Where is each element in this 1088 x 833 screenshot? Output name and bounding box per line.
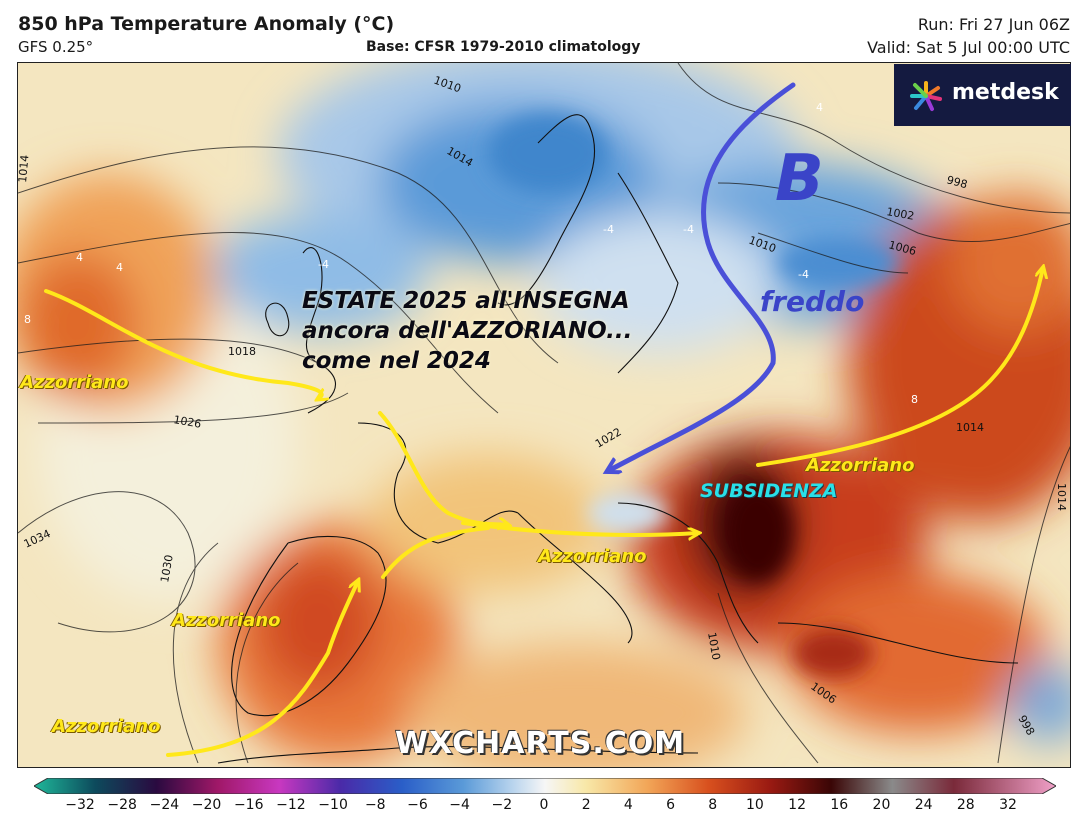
- azzorriano-label: Azzorriano: [172, 610, 281, 631]
- azzorriano-label: Azzorriano: [806, 455, 915, 476]
- anomaly-label: -4: [683, 223, 694, 236]
- map-canvas: 1010 1014 1014 1018 1026 1034 1030 1010 …: [18, 63, 1070, 767]
- colorbar-tick-label: −6: [407, 797, 428, 813]
- colorbar-tick-label: 16: [830, 797, 849, 813]
- azzorriano-arrow-iberia-n: [381, 526, 490, 579]
- azzorriano-arrows: [44, 268, 1043, 757]
- colorbar-tick-label: 2: [581, 797, 591, 813]
- isobars: [18, 63, 1070, 764]
- metdesk-logo-text: metdesk: [952, 80, 1059, 105]
- colorbar-tick-label: 8: [708, 797, 718, 813]
- colorbar-tick-label: −28: [107, 797, 137, 813]
- cold-air-arrow: [608, 82, 796, 471]
- colorbar: [34, 778, 1056, 794]
- colorbar-tick-label: 28: [956, 797, 975, 813]
- low-pressure-letter: B: [775, 142, 824, 216]
- colorbar-tick-label: −12: [276, 797, 306, 813]
- isobar-label: 1014: [1055, 483, 1068, 511]
- colorbar-tick-label: −32: [65, 797, 95, 813]
- colorbar-tick-label: −24: [149, 797, 180, 813]
- colorbar-tick-label: −20: [191, 797, 222, 813]
- metdesk-logo: metdesk: [894, 64, 1071, 126]
- colorbar-tick-label: 10: [745, 797, 764, 813]
- colorbar-tick-label: 32: [999, 797, 1017, 813]
- isobar-label: 1014: [956, 421, 984, 434]
- colorbar-tick-label: −2: [491, 797, 513, 813]
- azzorriano-arrow-france: [378, 411, 508, 525]
- anomaly-label: -4: [603, 223, 614, 236]
- colorbar-tick-label: 24: [914, 797, 933, 813]
- colorbar-tick-label: 4: [623, 797, 633, 813]
- azzorriano-arrow-iberia: [166, 581, 358, 757]
- model-label: GFS 0.25°: [18, 38, 94, 56]
- isobar-label: 1002: [885, 205, 915, 223]
- colorbar-tick-label: 12: [788, 797, 806, 813]
- colorbar-tick-label: −8: [364, 797, 386, 813]
- azzorriano-arrow-east: [756, 268, 1043, 467]
- anomaly-label: 8: [911, 393, 918, 406]
- colorbar-tick-label: 6: [666, 797, 675, 813]
- subsidenza-label: SUBSIDENZA: [700, 480, 838, 502]
- headline-annotation: ESTATE 2025 all'INSEGNA ancora dell'AZZO…: [302, 288, 633, 374]
- colorbar-tick-label: −16: [233, 797, 264, 813]
- metdesk-logo-icon: [910, 81, 942, 111]
- anomaly-label: 4: [116, 261, 123, 274]
- anomaly-map: 1010 1014 1014 1018 1026 1034 1030 1010 …: [17, 62, 1071, 768]
- isobar-label: 1030: [158, 554, 176, 584]
- anomaly-label: 4: [816, 101, 823, 114]
- valid-time-label: Valid: Sat 5 Jul 00:00 UTC: [867, 38, 1070, 57]
- azzorriano-arrow-med: [461, 521, 698, 535]
- isobar-label: 1014: [18, 154, 31, 183]
- isobar-label: 1010: [705, 631, 723, 661]
- azzorriano-arrow-west: [44, 289, 322, 399]
- anomaly-field-detail: [488, 113, 898, 678]
- azzorriano-label: Azzorriano: [52, 716, 161, 737]
- isobar-label: 998: [945, 173, 969, 191]
- azzorriano-label: Azzorriano: [538, 546, 647, 567]
- anomaly-label: 8: [24, 313, 31, 326]
- isobar-label: 1026: [172, 413, 202, 431]
- anomaly-field: [18, 63, 1070, 767]
- map-title: 850 hPa Temperature Anomaly (°C): [18, 13, 395, 35]
- anomaly-label: 4: [76, 251, 83, 264]
- run-time-label: Run: Fri 27 Jun 06Z: [917, 15, 1070, 34]
- colorbar-tick-label: −10: [318, 797, 348, 813]
- anomaly-label: -4: [318, 258, 329, 271]
- anomaly-labels: -4 -4 -4 -4 4 4 4 8 8: [24, 101, 918, 406]
- colorbar-tick-label: 20: [872, 797, 891, 813]
- freddo-label: freddo: [760, 285, 865, 318]
- anomaly-label: -4: [798, 268, 809, 281]
- azzorriano-label: Azzorriano: [20, 372, 129, 393]
- wxcharts-watermark: WXCHARTS.COM: [395, 726, 686, 761]
- colorbar-tick-label: 0: [539, 797, 549, 813]
- isobar-label: 1018: [228, 345, 256, 358]
- base-climatology-label: Base: CFSR 1979-2010 climatology: [366, 39, 641, 55]
- colorbar-tick-label: −4: [449, 797, 470, 813]
